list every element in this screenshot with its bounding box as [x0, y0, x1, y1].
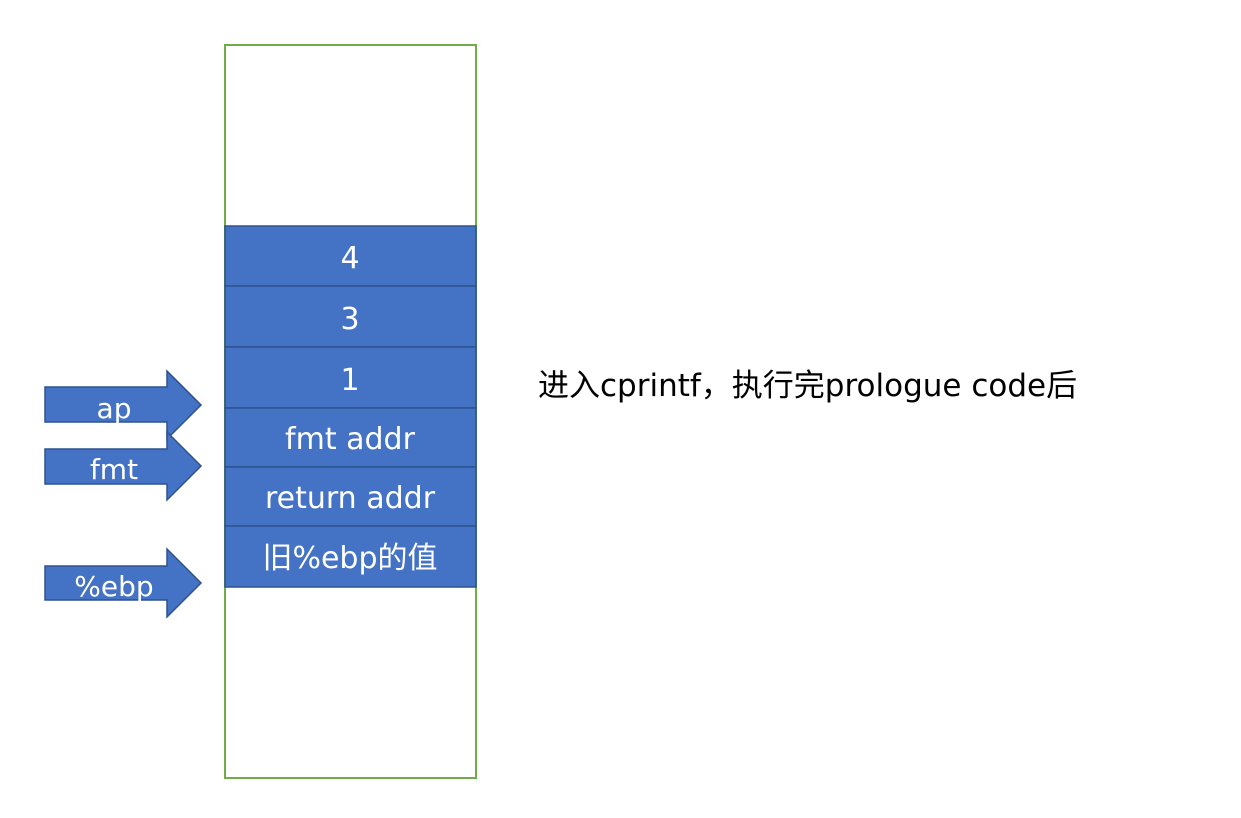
stack-cell-label: 旧%ebp的值	[262, 541, 437, 576]
stack-cell-return-addr	[224, 466, 477, 527]
ap-arrow-icon	[44, 369, 203, 441]
ebp-arrow-label: %ebp	[74, 570, 153, 603]
fmt-arrow-icon	[44, 430, 203, 502]
ap-arrow-label: ap	[97, 392, 132, 425]
stack-cell-label: return addr	[265, 481, 436, 516]
stack-cell-label: 1	[340, 363, 359, 398]
stack-cells: 4 3 1 fmt addr return addr 旧%ebp的值	[224, 225, 477, 588]
stack-cell-old-ebp	[224, 525, 477, 588]
stack-cell-3	[224, 285, 477, 348]
stack-cell-1	[224, 346, 477, 409]
stack-cell-label: 4	[340, 241, 359, 276]
stack-cell-label: fmt addr	[285, 422, 416, 457]
pointer-arrows: ap fmt %ebp	[44, 369, 203, 619]
stack-cell-4	[224, 225, 477, 287]
stack-cell-label: 3	[340, 302, 359, 337]
diagram-caption: 进入cprintf，执行完prologue code后	[538, 368, 1077, 404]
fmt-arrow-label: fmt	[90, 453, 138, 486]
ebp-arrow-icon	[44, 547, 203, 619]
